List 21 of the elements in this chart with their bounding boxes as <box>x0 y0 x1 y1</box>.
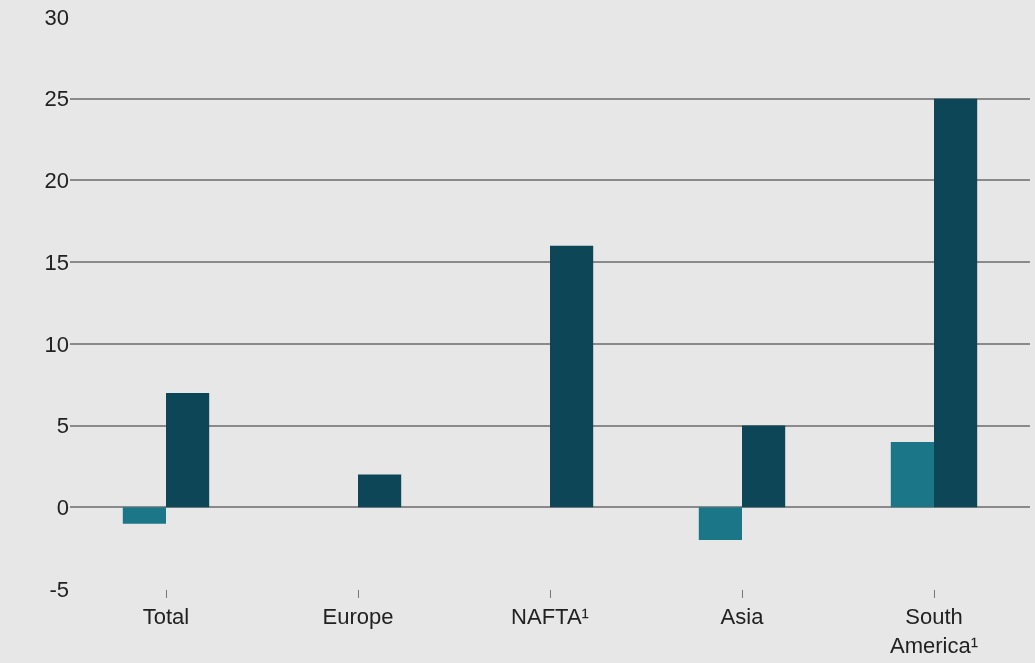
y-tick-label: 25 <box>44 86 69 112</box>
x-tick-label: Asia <box>720 604 765 630</box>
y-tick-label: 30 <box>44 4 69 30</box>
bar <box>358 474 402 508</box>
y-tick-label: 20 <box>44 168 69 194</box>
bar <box>550 245 594 508</box>
y-tick-label: 0 <box>56 494 69 520</box>
y-tick-label: -5 <box>49 576 69 602</box>
bar <box>742 425 786 508</box>
bar <box>166 392 210 508</box>
y-tick-label: 5 <box>56 413 69 439</box>
x-tick-label: Total <box>142 604 190 630</box>
x-tick-label: Europe <box>322 604 394 630</box>
bar <box>122 507 166 524</box>
y-tick-label: 15 <box>44 249 69 275</box>
bar <box>698 507 742 540</box>
bar <box>890 441 934 508</box>
bar <box>934 98 978 508</box>
x-tick-label: South America¹ <box>889 604 979 658</box>
y-tick-label: 10 <box>44 331 69 357</box>
x-tick-label: NAFTA¹ <box>511 604 589 630</box>
